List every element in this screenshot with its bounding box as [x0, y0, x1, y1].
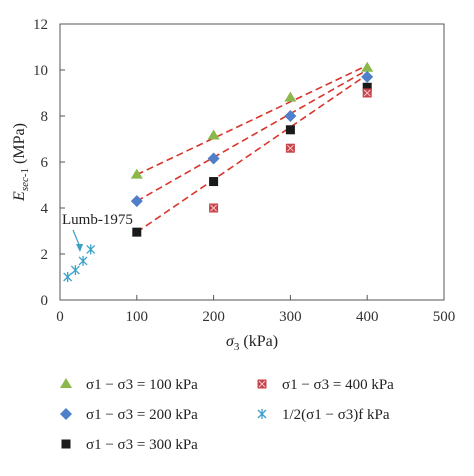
data-point: [361, 70, 374, 83]
legend-label: σ1 − σ3 = 100 kPa: [86, 377, 198, 393]
annotation-label: Lumb-1975: [62, 212, 133, 228]
data-point: [285, 125, 295, 135]
data-point: [130, 195, 143, 208]
data-point: [132, 227, 142, 237]
data-point: [207, 152, 220, 165]
data-point: [284, 91, 297, 102]
legend-marker: [61, 439, 71, 449]
plot-area: [59, 23, 445, 301]
data-point: [78, 255, 88, 266]
x-axis-title: σ3 (kPa): [226, 333, 278, 353]
legend-label: 1/2(σ1 − σ3)f kPa: [282, 407, 390, 423]
y-tick-label: 12: [33, 17, 48, 33]
data-point: [362, 82, 372, 92]
legend-marker: [257, 379, 267, 389]
data-point: [70, 265, 80, 276]
data-point: [130, 168, 143, 179]
ticks-layer: 0 100 200 300 400 500 0 2 4 6 8 10 12: [33, 17, 455, 325]
y-tick-label: 8: [41, 109, 49, 125]
data-point: [361, 61, 374, 72]
y-tick-label: 4: [41, 201, 49, 217]
annotation-arrow: [72, 229, 83, 252]
y-tick-label: 6: [41, 155, 49, 171]
x-tick-label: 0: [56, 309, 64, 325]
trendline: [136, 69, 368, 202]
marks-layer: [63, 61, 374, 282]
data-point: [284, 110, 297, 122]
legend-marker: [60, 378, 72, 388]
data-point: [285, 143, 295, 153]
legend-item: σ1 − σ3 = 400 kPa: [257, 377, 394, 393]
x-tick-label: 400: [356, 309, 379, 325]
legend-item: σ1 − σ3 = 200 kPa: [60, 407, 198, 423]
y-tick-label: 10: [33, 63, 48, 79]
y-tick-label: 0: [41, 293, 49, 309]
legend: σ1 − σ3 = 100 kPa σ1 − σ3 = 200 kPa σ1 − σ…: [60, 377, 394, 453]
data-point: [209, 177, 219, 187]
data-point: [86, 244, 96, 255]
trendlines-layer: [136, 64, 368, 233]
x-tick-label: 300: [279, 309, 302, 325]
legend-marker: [257, 409, 267, 419]
legend-marker: [60, 408, 72, 420]
data-point: [209, 203, 219, 213]
trendline: [136, 73, 368, 233]
legend-item: 1/2(σ1 − σ3)f kPa: [257, 407, 390, 423]
legend-label: σ1 − σ3 = 400 kPa: [282, 377, 394, 393]
data-point: [63, 272, 73, 282]
x-tick-label: 100: [126, 309, 149, 325]
y-axis-title: Esec-1 (MPa): [11, 123, 31, 202]
x-tick-label: 500: [433, 309, 456, 325]
data-point: [362, 88, 372, 98]
legend-label: σ1 − σ3 = 300 kPa: [86, 437, 198, 453]
legend-label: σ1 − σ3 = 200 kPa: [86, 407, 198, 423]
legend-item: σ1 − σ3 = 100 kPa: [60, 377, 198, 393]
data-point: [207, 129, 220, 140]
legend-item: σ1 − σ3 = 300 kPa: [61, 437, 198, 453]
x-tick-label: 200: [202, 309, 225, 325]
y-tick-label: 2: [41, 247, 49, 263]
trendline: [136, 64, 368, 176]
